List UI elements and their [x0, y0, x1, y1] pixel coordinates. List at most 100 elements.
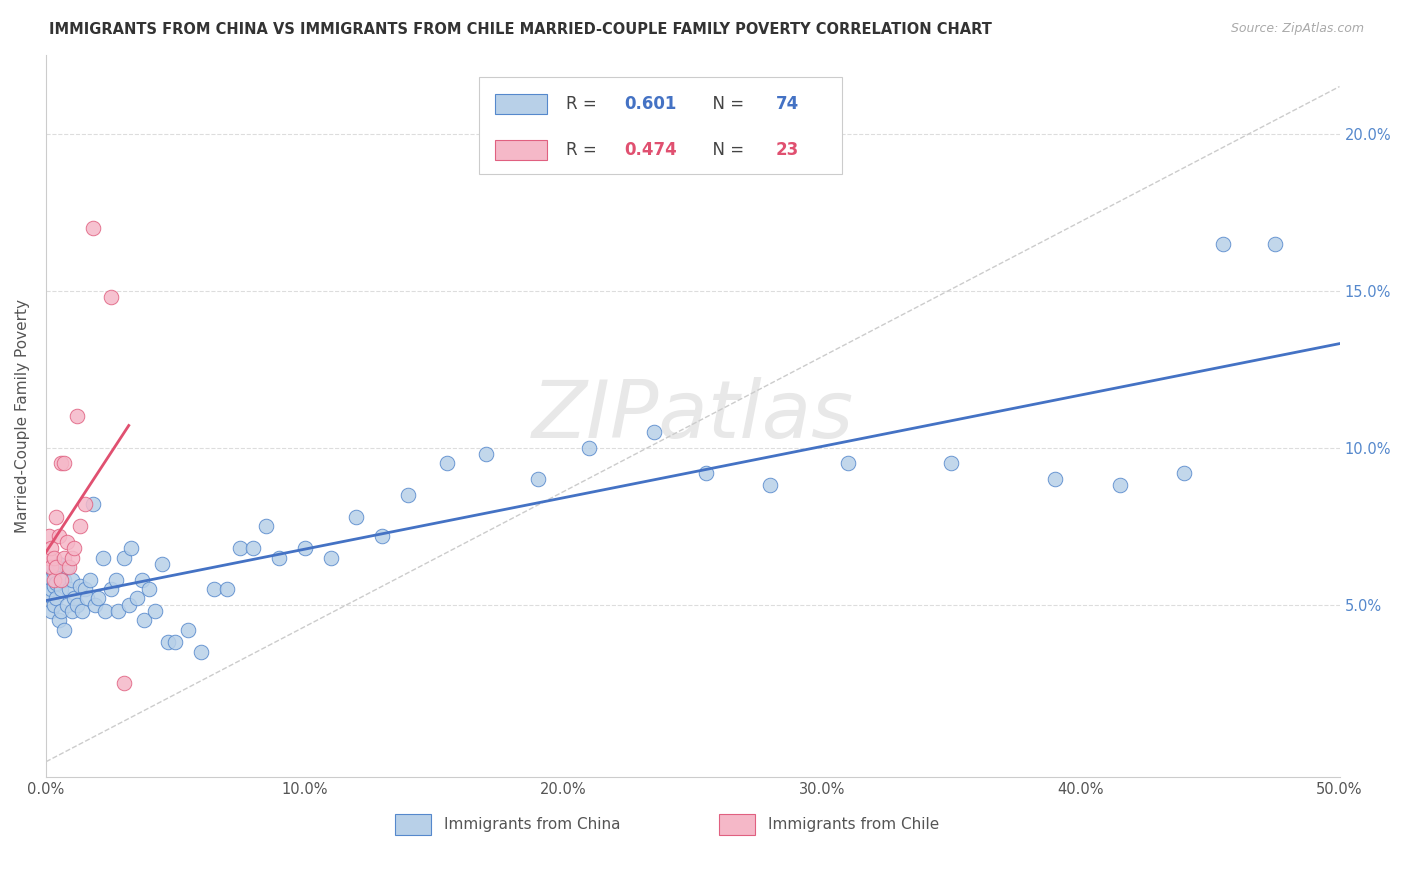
Point: [48, 614, 70, 628]
Point: [66, 409, 89, 424]
Point: [39, 560, 62, 574]
Point: [60, 573, 83, 587]
Point: [73, 582, 96, 596]
Point: [82, 497, 104, 511]
Point: [190, 645, 212, 659]
FancyBboxPatch shape: [395, 814, 432, 835]
Point: [63, 541, 86, 556]
Point: [177, 623, 200, 637]
Point: [475, 447, 498, 461]
Text: 23: 23: [776, 141, 799, 159]
Text: 0.474: 0.474: [624, 141, 676, 159]
Point: [1212, 236, 1234, 251]
Point: [60, 604, 83, 618]
Point: [53, 550, 76, 565]
Text: ZIPatlas: ZIPatlas: [531, 377, 853, 455]
Point: [436, 457, 458, 471]
Point: [112, 676, 135, 690]
Point: [143, 604, 166, 618]
Point: [69, 579, 91, 593]
Point: [1043, 472, 1066, 486]
Point: [58, 582, 80, 596]
FancyBboxPatch shape: [495, 140, 547, 160]
Point: [39, 541, 62, 556]
Point: [51, 604, 73, 618]
Point: [1108, 478, 1130, 492]
Point: [134, 614, 156, 628]
Point: [242, 541, 264, 556]
Point: [150, 557, 173, 571]
Text: Source: ZipAtlas.com: Source: ZipAtlas.com: [1230, 22, 1364, 36]
Point: [63, 591, 86, 606]
Point: [941, 457, 963, 471]
Point: [55, 560, 77, 574]
Point: [38, 528, 60, 542]
Point: [229, 541, 252, 556]
Point: [156, 635, 179, 649]
Point: [1173, 466, 1195, 480]
Point: [51, 573, 73, 587]
Point: [45, 591, 67, 606]
Point: [42, 579, 65, 593]
Point: [578, 441, 600, 455]
Point: [48, 528, 70, 542]
Point: [695, 466, 717, 480]
Point: [84, 598, 107, 612]
Point: [837, 457, 859, 471]
Point: [39, 582, 62, 596]
Point: [53, 573, 76, 587]
Point: [759, 478, 782, 492]
Point: [42, 550, 65, 565]
Point: [70, 604, 93, 618]
Point: [45, 509, 67, 524]
Point: [1264, 236, 1286, 251]
Point: [42, 573, 65, 587]
Y-axis label: Married-Couple Family Poverty: Married-Couple Family Poverty: [15, 300, 30, 533]
Point: [45, 575, 67, 590]
Text: R =: R =: [567, 95, 602, 112]
Text: N =: N =: [702, 141, 749, 159]
Point: [76, 591, 98, 606]
Point: [60, 550, 83, 565]
Text: R =: R =: [567, 141, 602, 159]
Point: [104, 573, 127, 587]
FancyBboxPatch shape: [479, 77, 842, 174]
Point: [131, 573, 153, 587]
Point: [38, 588, 60, 602]
Point: [42, 566, 65, 581]
Point: [53, 457, 76, 471]
Point: [39, 604, 62, 618]
Point: [94, 604, 117, 618]
Point: [48, 557, 70, 571]
Point: [73, 497, 96, 511]
Point: [39, 560, 62, 574]
Point: [202, 582, 225, 596]
Point: [51, 457, 73, 471]
Point: [42, 598, 65, 612]
Point: [66, 598, 89, 612]
Point: [69, 519, 91, 533]
Point: [79, 573, 101, 587]
Point: [526, 472, 548, 486]
FancyBboxPatch shape: [718, 814, 755, 835]
Point: [319, 550, 342, 565]
Point: [254, 519, 277, 533]
Text: Immigrants from China: Immigrants from China: [444, 817, 621, 832]
Text: IMMIGRANTS FROM CHINA VS IMMIGRANTS FROM CHILE MARRIED-COUPLE FAMILY POVERTY COR: IMMIGRANTS FROM CHINA VS IMMIGRANTS FROM…: [49, 22, 993, 37]
Point: [138, 582, 160, 596]
Point: [125, 591, 148, 606]
Point: [86, 591, 108, 606]
Point: [55, 535, 77, 549]
Point: [371, 528, 394, 542]
FancyBboxPatch shape: [495, 94, 547, 114]
Point: [294, 541, 316, 556]
Point: [82, 220, 104, 235]
Point: [165, 635, 187, 649]
Point: [215, 582, 238, 596]
Text: 74: 74: [776, 95, 799, 112]
Point: [51, 582, 73, 596]
Point: [53, 623, 76, 637]
Point: [55, 598, 77, 612]
Point: [38, 550, 60, 565]
Point: [107, 604, 129, 618]
